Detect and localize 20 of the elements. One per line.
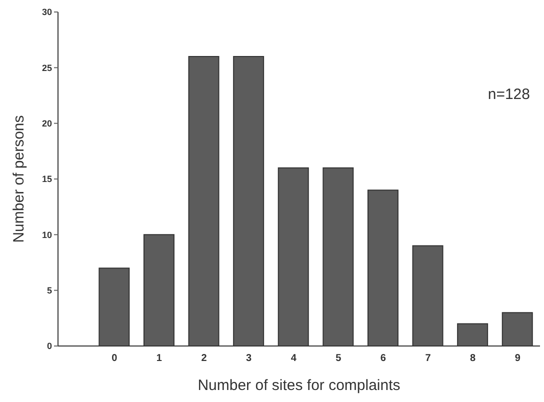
y-tick-label: 30 bbox=[42, 7, 52, 18]
y-tick-label: 15 bbox=[42, 174, 52, 184]
y-tick-label: 5 bbox=[46, 286, 52, 296]
x-tick-label: 4 bbox=[290, 353, 297, 364]
y-tick-label: 25 bbox=[42, 62, 52, 73]
x-tick-label: 7 bbox=[425, 353, 432, 364]
x-tick-label: 2 bbox=[201, 353, 208, 364]
x-tick-label: 3 bbox=[246, 353, 252, 364]
y-tick-label: 20 bbox=[42, 118, 52, 129]
y-tick-label: 10 bbox=[42, 230, 52, 240]
x-tick-label: 1 bbox=[156, 353, 162, 364]
y-axis-title: Number of persons bbox=[10, 115, 28, 243]
x-tick-label: 0 bbox=[112, 353, 118, 364]
x-tick-label: 5 bbox=[336, 353, 342, 364]
x-axis-title: Number of sites for complaints bbox=[198, 377, 400, 394]
y-tick-label: 0 bbox=[46, 341, 52, 352]
annotation: n=128 bbox=[488, 86, 530, 103]
x-tick-label: 8 bbox=[470, 353, 476, 364]
x-tick-label: 9 bbox=[514, 353, 521, 364]
x-tick-label: 6 bbox=[380, 353, 386, 364]
